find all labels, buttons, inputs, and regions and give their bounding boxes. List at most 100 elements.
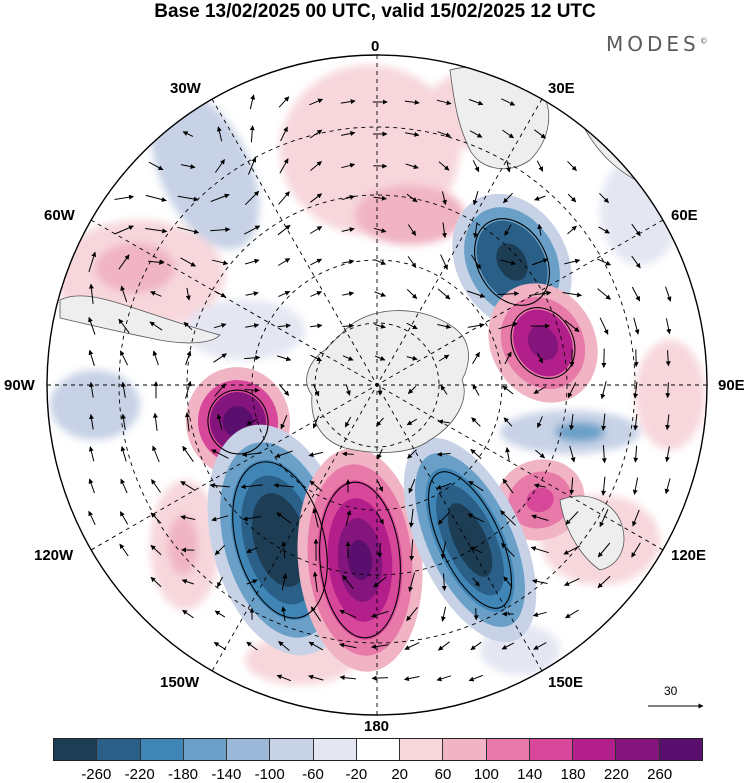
lon-label-30e: 30E	[548, 80, 575, 97]
wind-vector	[437, 511, 451, 525]
wind-vector	[152, 412, 158, 431]
wind-vector	[341, 131, 356, 136]
wind-vector	[501, 542, 515, 558]
wind-vector	[373, 227, 387, 233]
wind-vector	[310, 606, 322, 622]
wind-vector	[245, 323, 260, 329]
wind-vector	[217, 576, 223, 588]
wind-vector	[149, 321, 163, 331]
wind-vector	[567, 160, 577, 172]
wind-vector	[274, 450, 293, 458]
wind-vector	[376, 417, 384, 427]
wind-vector	[530, 546, 549, 554]
wind-vector	[180, 514, 196, 520]
wind-vector	[537, 416, 543, 429]
wind-vector	[405, 131, 420, 137]
wind-vector	[214, 383, 226, 397]
wind-vector	[563, 545, 581, 555]
wind-vector	[342, 291, 355, 297]
lon-label-120w: 120W	[34, 547, 74, 564]
wind-vector	[370, 610, 389, 618]
wind-vector	[665, 286, 672, 302]
wind-vector	[632, 477, 639, 495]
wind-vector	[180, 164, 196, 169]
wind-vector	[631, 223, 641, 237]
wind-vector	[533, 386, 547, 394]
wind-vector	[310, 161, 322, 171]
wind-vector	[408, 508, 414, 528]
wind-vector	[280, 126, 288, 142]
anomaly-field	[50, 65, 705, 685]
wind-vector	[119, 350, 129, 366]
wind-vector	[177, 195, 199, 202]
colorbar-tick-label: 60	[434, 766, 452, 783]
wind-vector	[536, 352, 544, 364]
wind-vector	[533, 483, 546, 489]
wind-vector	[567, 382, 577, 399]
colorbar-tick-label: -20	[345, 766, 368, 783]
wind-vector	[276, 674, 292, 682]
wind-vector	[438, 161, 450, 171]
wind-vector	[497, 291, 520, 297]
wind-vector	[341, 451, 354, 457]
wind-vector	[533, 642, 547, 650]
wind-vector	[564, 319, 580, 333]
wind-vector	[600, 381, 607, 400]
wind-vector	[246, 641, 258, 651]
colorbar-tick-label: -140	[211, 766, 242, 783]
wind-vector	[213, 323, 227, 329]
wind-vector	[472, 191, 479, 206]
wind-vector	[244, 190, 260, 206]
wind-vector	[281, 606, 287, 622]
wind-vector	[473, 222, 479, 239]
wind-vector	[601, 445, 607, 464]
wind-vector	[472, 384, 480, 396]
wind-vector	[308, 451, 324, 458]
wind-vector	[182, 131, 194, 137]
wind-vector	[468, 674, 483, 682]
wind-vector	[214, 290, 227, 298]
wind-vector	[121, 413, 126, 430]
wind-vector	[569, 477, 575, 495]
wind-vector	[180, 257, 196, 267]
colorbar-segment	[227, 739, 271, 760]
wind-vector	[441, 191, 447, 206]
wind-vector	[211, 515, 229, 522]
wind-vector	[569, 414, 575, 431]
wind-vector	[472, 351, 480, 364]
wind-vector	[633, 413, 639, 431]
wind-vector	[601, 413, 607, 431]
wind-vector	[241, 452, 262, 458]
wind-vector	[309, 98, 324, 106]
wind-vector	[277, 224, 291, 236]
colorbar-segment	[270, 739, 314, 760]
map-border	[46, 54, 708, 716]
wind-vector	[438, 354, 450, 362]
wind-vector	[536, 160, 544, 172]
lon-label-0: 0	[371, 38, 380, 55]
wind-vector	[500, 510, 516, 526]
wind-vector	[440, 541, 447, 560]
wind-vector	[408, 572, 415, 592]
lon-label-90e: 90E	[718, 377, 745, 394]
map-disk	[47, 55, 707, 715]
colorbar-segment	[659, 739, 702, 760]
colorbar-segment	[313, 739, 357, 760]
wind-vector	[152, 445, 160, 463]
wind-vector	[312, 571, 318, 593]
colorbar-tick-label: -180	[167, 766, 199, 783]
reference-vector-label: 30	[664, 684, 678, 698]
wind-vector	[341, 163, 356, 169]
wind-vector	[531, 514, 549, 521]
wind-vector	[89, 414, 94, 430]
wind-vector	[404, 642, 420, 650]
wind-vector	[88, 446, 95, 462]
wind-vector	[340, 99, 356, 105]
wind-vector	[665, 382, 671, 399]
wind-vector	[534, 129, 546, 139]
wind-vector	[114, 194, 134, 200]
wind-vector	[373, 195, 387, 201]
wind-vector	[440, 385, 448, 395]
wind-vector	[216, 413, 223, 430]
